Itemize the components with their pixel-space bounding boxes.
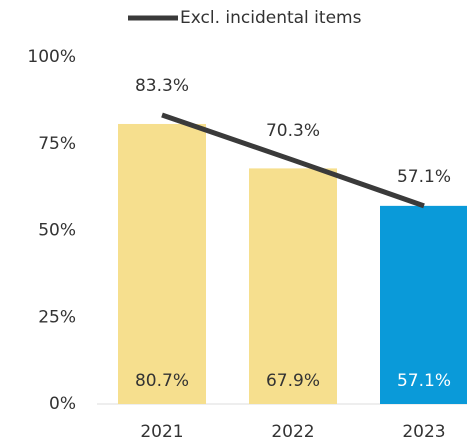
bar-value-label: 80.7% [135, 371, 189, 391]
y-tick-label: 0% [49, 394, 76, 414]
x-tick-label: 2023 [402, 422, 445, 442]
bar-value-label: 57.1% [397, 371, 451, 391]
y-tick-label: 100% [27, 47, 76, 67]
bar [380, 205, 467, 404]
bar [118, 123, 206, 404]
x-tick-label: 2021 [140, 422, 183, 442]
legend-label: Excl. incidental items [180, 8, 362, 28]
y-tick-label: 50% [38, 221, 76, 241]
y-tick-label: 75% [38, 134, 76, 154]
bar-value-label: 67.9% [266, 371, 320, 391]
bar [249, 168, 337, 404]
y-tick-label: 25% [38, 307, 76, 327]
x-tick-label: 2022 [271, 422, 314, 442]
line-value-label: 57.1% [397, 167, 451, 187]
line-value-label: 70.3% [266, 121, 320, 141]
line-series [161, 112, 425, 209]
line-value-label: 83.3% [135, 76, 189, 96]
